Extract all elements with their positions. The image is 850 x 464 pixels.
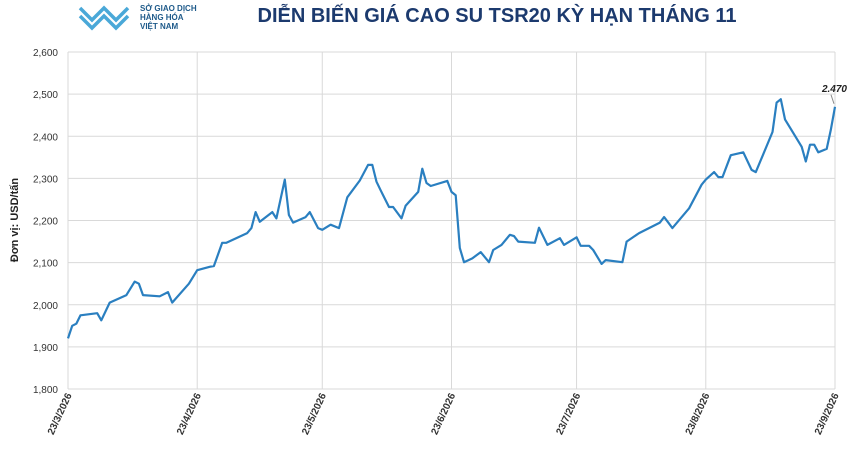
x-tick-label: 23/8/2026 (684, 391, 713, 436)
x-tick-label: 23/4/2026 (175, 391, 204, 436)
x-tick-label: 23/5/2026 (300, 391, 329, 436)
x-tick-label: 23/6/2026 (429, 391, 458, 436)
x-tick-label: 23/9/2026 (813, 391, 842, 436)
x-tick-label: 23/3/2026 (46, 391, 75, 436)
y-axis-title: Đơn vị: USD/tấn (9, 178, 21, 262)
logo (78, 5, 130, 31)
y-tick-label: 1,800 (33, 385, 58, 396)
y-tick-label: 2,500 (33, 90, 58, 101)
y-tick-label: 2,200 (33, 217, 58, 228)
annotation: 2.470 (821, 84, 847, 95)
line-series (66, 98, 837, 339)
y-tick-label: 2,300 (33, 174, 58, 185)
logo-text: VIỆT NAM (140, 22, 179, 31)
chart-title: DIỄN BIẾN GIÁ CAO SU TSR20 KỲ HẠN THÁNG … (258, 3, 737, 27)
logo-text: SỞ GIAO DỊCH (140, 4, 197, 13)
logo-mark (78, 5, 130, 31)
y-tick-label: 2,600 (33, 48, 58, 59)
y-tick-label: 2,000 (33, 301, 58, 312)
y-tick-label: 2,400 (33, 132, 58, 143)
x-tick-label: 23/7/2026 (554, 391, 583, 436)
y-tick-label: 1,900 (33, 343, 58, 354)
logo-text: HÀNG HÓA (140, 13, 184, 22)
annotation-arrow (830, 94, 835, 104)
y-tick-label: 2,100 (33, 259, 58, 270)
